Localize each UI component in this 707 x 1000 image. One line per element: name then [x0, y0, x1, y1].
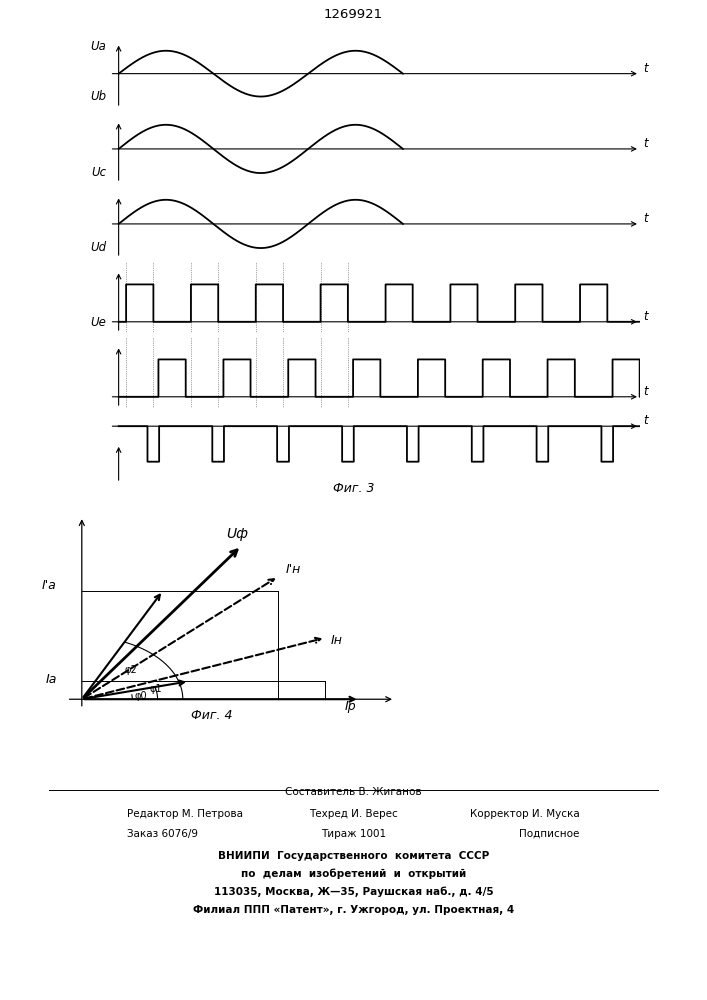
Text: t: t [643, 310, 648, 323]
Text: Корректор И. Муска: Корректор И. Муска [470, 809, 580, 819]
Text: ВНИИПИ  Государственного  комитета  СССР: ВНИИПИ Государственного комитета СССР [218, 851, 489, 861]
Text: Редактор М. Петрова: Редактор М. Петрова [127, 809, 243, 819]
Text: Ub: Ub [90, 90, 107, 103]
Text: по  делам  изобретений  и  открытий: по делам изобретений и открытий [241, 868, 466, 879]
Text: φ0: φ0 [135, 691, 148, 701]
Text: 1269921: 1269921 [324, 8, 383, 21]
Text: Фиг. 3: Фиг. 3 [333, 482, 374, 495]
Text: t: t [643, 414, 648, 427]
Text: Подписное: Подписное [520, 829, 580, 839]
Text: 113035, Москва, Ж—35, Раушская наб., д. 4/5: 113035, Москва, Ж—35, Раушская наб., д. … [214, 887, 493, 897]
Text: Фиг. 4: Фиг. 4 [192, 709, 233, 722]
Text: Uc: Uc [91, 166, 107, 179]
Text: Тираж 1001: Тираж 1001 [321, 829, 386, 839]
Text: Iа: Iа [45, 673, 57, 686]
Text: I'н: I'н [286, 563, 301, 576]
Text: Техред И. Верес: Техред И. Верес [309, 809, 398, 819]
Text: φ2: φ2 [124, 665, 137, 675]
Text: Iн: Iн [330, 634, 342, 647]
Text: Uф: Uф [226, 527, 248, 541]
Text: t: t [643, 137, 648, 150]
Text: Заказ 6076/9: Заказ 6076/9 [127, 829, 198, 839]
Text: Ua: Ua [90, 40, 107, 53]
Text: Составитель В. Жиганов: Составитель В. Жиганов [285, 787, 422, 797]
Text: Филиал ППП «Патент», г. Ужгород, ул. Проектная, 4: Филиал ППП «Патент», г. Ужгород, ул. Про… [193, 905, 514, 915]
Text: t: t [643, 212, 648, 225]
Text: Ip: Ip [344, 700, 356, 713]
Text: φ1: φ1 [150, 684, 163, 694]
Text: Ue: Ue [90, 316, 107, 329]
Text: t: t [643, 385, 648, 398]
Text: I'а: I'а [42, 579, 57, 592]
Text: t: t [643, 62, 648, 75]
Text: Ud: Ud [90, 241, 107, 254]
